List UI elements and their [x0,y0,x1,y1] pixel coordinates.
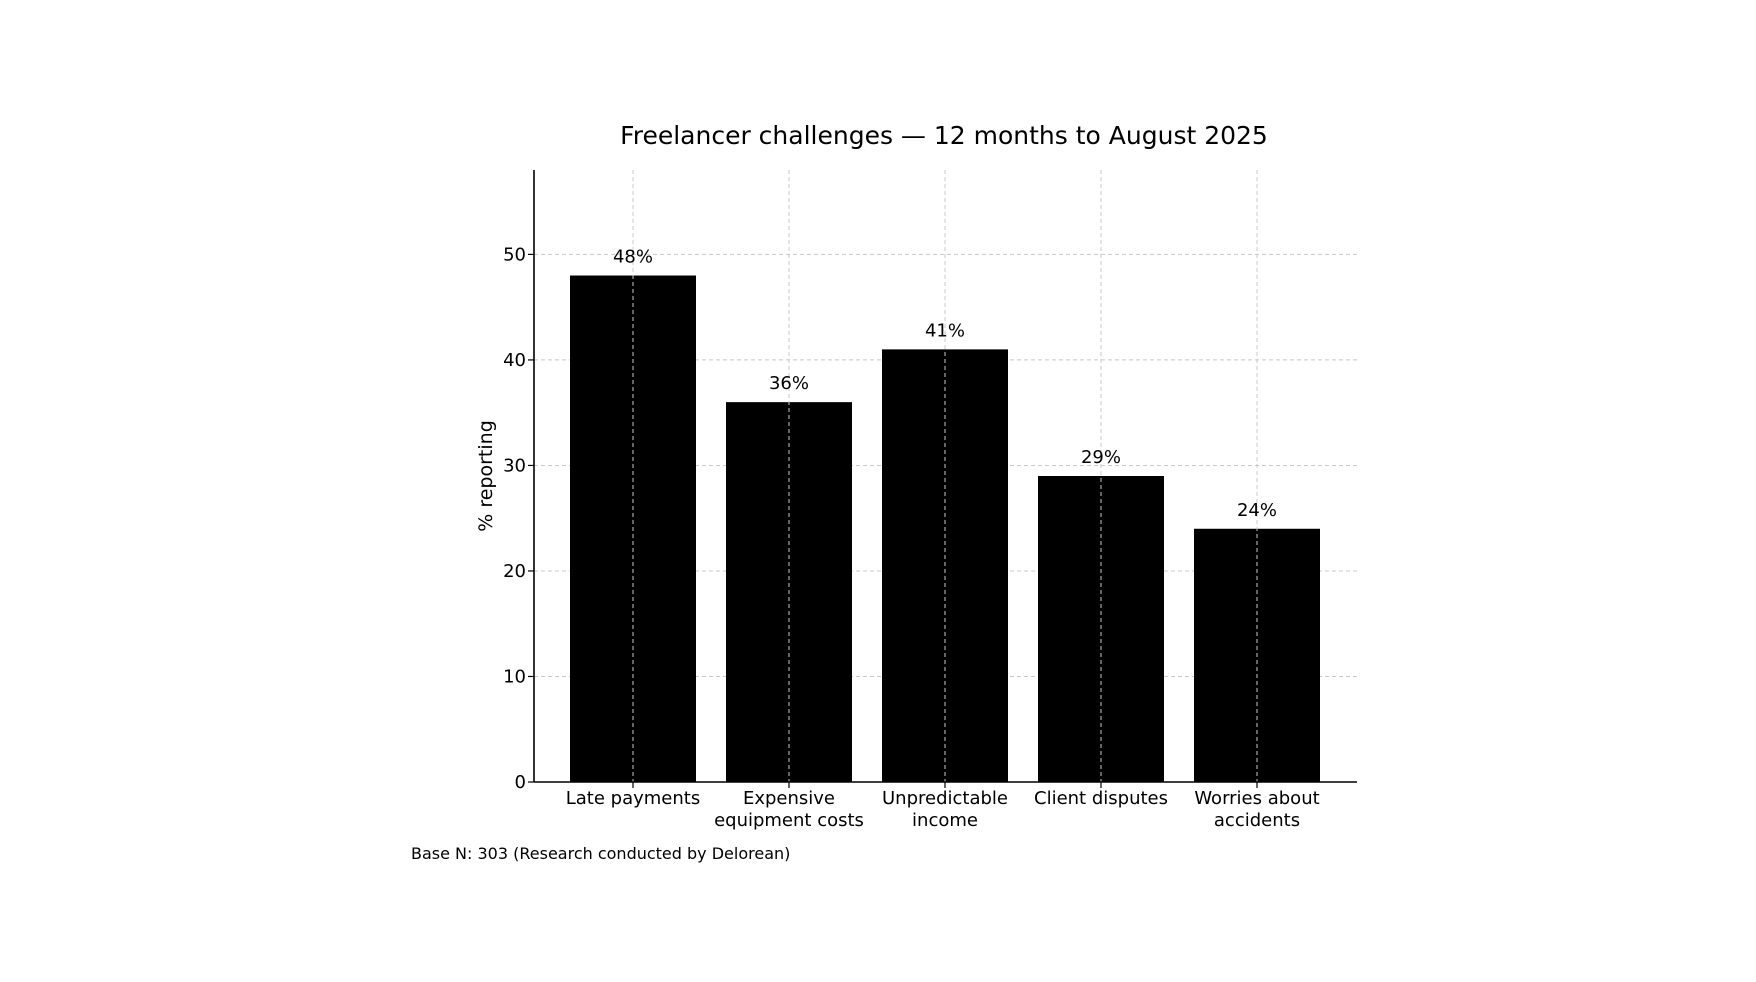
x-tick-label: Unpredictable [882,788,1008,809]
bar-data-label: 48% [613,247,653,268]
bar-data-label: 29% [1081,447,1121,468]
x-tick-label: income [912,810,978,831]
bar-data-label: 36% [769,373,809,394]
chart-title: Freelancer challenges — 12 months to Aug… [620,121,1268,150]
x-tick-label: equipment costs [714,810,864,831]
x-tick-label: Worries about [1194,788,1319,809]
y-tick-label: 10 [503,666,526,687]
x-tick-label: Client disputes [1034,788,1168,809]
footnote: Base N: 303 (Research conducted by Delor… [411,844,790,863]
y-tick-label: 50 [503,244,526,265]
x-tick-label: Expensive [743,788,835,809]
y-ticks-layer: 0 10 20 30 40 50 [503,244,534,793]
x-tick-label: Late payments [566,788,700,809]
y-tick-label: 20 [503,561,526,582]
data-labels-layer: 48% 36% 41% 29% 24% [613,247,1277,521]
bar-data-label: 24% [1237,500,1277,521]
y-tick-label: 30 [503,455,526,476]
y-tick-label: 0 [515,772,526,793]
x-tick-label: accidents [1214,810,1300,831]
y-tick-label: 40 [503,350,526,371]
bar-data-label: 41% [925,320,965,341]
x-grid-layer [632,170,1258,782]
y-axis-label: % reporting [475,420,497,532]
